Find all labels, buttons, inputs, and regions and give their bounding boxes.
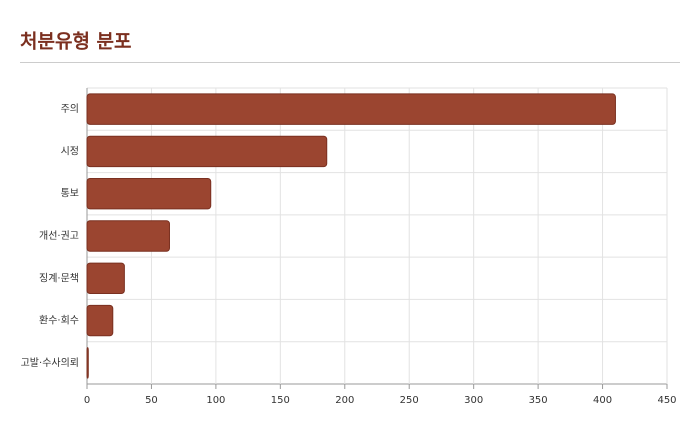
x-tick-label: 0 <box>84 395 90 406</box>
x-tick-label: 100 <box>206 395 225 406</box>
chart-title: 처분유형 분포 <box>20 31 132 53</box>
y-tick-label: 시정 <box>61 145 79 157</box>
bar <box>86 135 328 168</box>
x-tick-label: 200 <box>335 395 354 406</box>
bar <box>86 177 212 210</box>
bar <box>86 347 89 379</box>
y-tick-label: 징계·문책 <box>39 272 79 284</box>
bar <box>86 220 170 252</box>
bar <box>86 93 616 125</box>
y-tick-label: 통보 <box>61 188 79 200</box>
x-tick-label: 300 <box>464 395 483 406</box>
x-tick-label: 250 <box>400 395 419 406</box>
x-tick-label: 350 <box>529 395 548 406</box>
bar <box>86 304 114 337</box>
x-tick-label: 450 <box>657 395 676 406</box>
y-tick-label: 주의 <box>61 103 79 115</box>
y-tick-label: 개선·권고 <box>39 230 79 242</box>
x-tick-label: 400 <box>593 395 612 406</box>
bar <box>86 262 125 295</box>
y-tick-label: 고발·수사의뢰 <box>21 357 79 369</box>
x-tick-label: 50 <box>145 395 158 406</box>
x-tick-label: 150 <box>271 395 290 406</box>
y-tick-label: 환수·회수 <box>39 315 79 327</box>
